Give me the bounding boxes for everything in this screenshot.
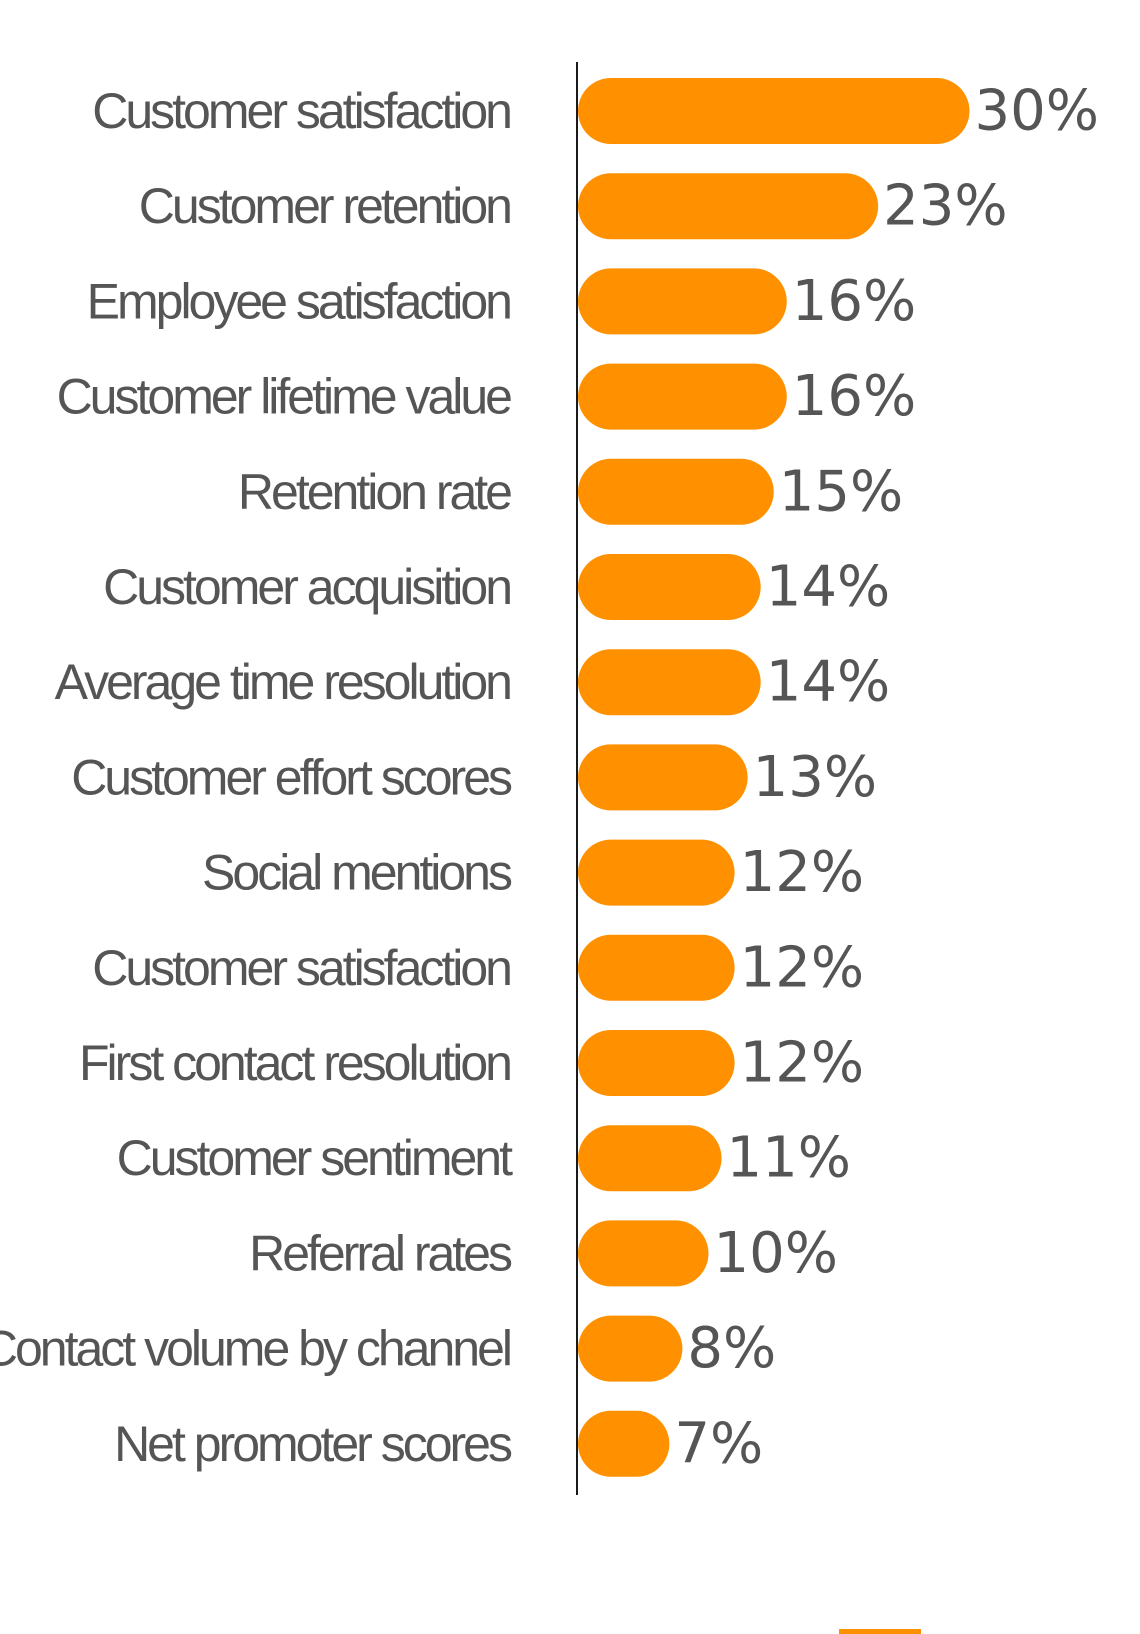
value-label: 7% — [674, 1411, 763, 1476]
bar-row: Referral rates 10% — [249, 1220, 838, 1287]
bar-row: Net promoter scores 7% — [114, 1410, 763, 1477]
value-label: 23% — [883, 174, 1007, 239]
category-label: Referral rates — [249, 1225, 512, 1281]
category-label: Employee satisfaction — [87, 273, 511, 329]
legend-swatch — [839, 1629, 921, 1634]
bar-row: Contact volume by channel 8% — [0, 1315, 776, 1382]
bar — [578, 649, 761, 716]
bar — [578, 554, 761, 620]
bar — [578, 1125, 722, 1192]
category-label: Customer satisfaction — [92, 83, 510, 139]
category-label: Customer acquisition — [103, 559, 510, 615]
value-label: 10% — [714, 1221, 838, 1286]
category-label: Customer effort scores — [71, 749, 512, 805]
value-label: 16% — [792, 364, 916, 429]
value-label: 12% — [740, 840, 864, 905]
bar-row: Customer satisfaction 30% — [92, 78, 1099, 144]
category-label: Net promoter scores — [114, 1416, 512, 1472]
bar-row: Retention rate 15% — [238, 458, 903, 525]
category-label: First contact resolution — [79, 1035, 510, 1091]
value-label: 15% — [779, 459, 903, 524]
value-label: 14% — [766, 555, 890, 620]
bar-row: Social mentions 12% — [202, 839, 864, 906]
bar-row: Customer satisfaction 12% — [92, 934, 864, 1001]
category-label: Contact volume by channel — [0, 1321, 510, 1377]
value-label: 8% — [687, 1316, 776, 1381]
value-label: 13% — [753, 745, 877, 810]
bar-row: First contact resolution 12% — [79, 1030, 864, 1096]
category-label: Customer lifetime value — [57, 369, 512, 425]
category-label: Retention rate — [238, 464, 511, 520]
bar — [578, 268, 787, 335]
bar — [578, 934, 735, 1001]
bar — [578, 173, 879, 240]
category-label: Average time resolution — [55, 654, 511, 710]
bar-row: Customer effort scores 13% — [71, 744, 877, 811]
bar-row: Customer acquisition 14% — [103, 554, 890, 620]
value-label: 11% — [727, 1126, 851, 1191]
bar — [578, 1315, 683, 1382]
bar — [578, 1030, 735, 1096]
bar-row: Customer sentiment 11% — [117, 1125, 851, 1192]
value-label: 12% — [740, 1031, 864, 1096]
bars-layer: Customer satisfaction 30% Customer retenti… — [0, 78, 1099, 1477]
bar-row: Customer retention 23% — [139, 173, 1008, 240]
category-label: Customer sentiment — [117, 1130, 513, 1186]
value-label: 16% — [792, 269, 916, 334]
bar-row: Employee satisfaction 16% — [87, 268, 916, 335]
bar-row: Average time resolution 14% — [55, 649, 890, 716]
bar — [578, 1220, 709, 1287]
bar — [578, 839, 735, 906]
category-label: Social mentions — [202, 845, 512, 901]
value-label: 12% — [740, 935, 864, 1000]
category-label: Customer satisfaction — [92, 940, 510, 996]
bar — [578, 1410, 670, 1477]
bar — [578, 363, 787, 430]
bar — [578, 78, 970, 144]
category-label: Customer retention — [139, 178, 510, 234]
value-label: 14% — [766, 650, 890, 715]
value-label: 30% — [975, 79, 1099, 144]
bar — [578, 458, 774, 525]
bar — [578, 744, 748, 811]
bar-row: Customer lifetime value 16% — [57, 363, 916, 430]
